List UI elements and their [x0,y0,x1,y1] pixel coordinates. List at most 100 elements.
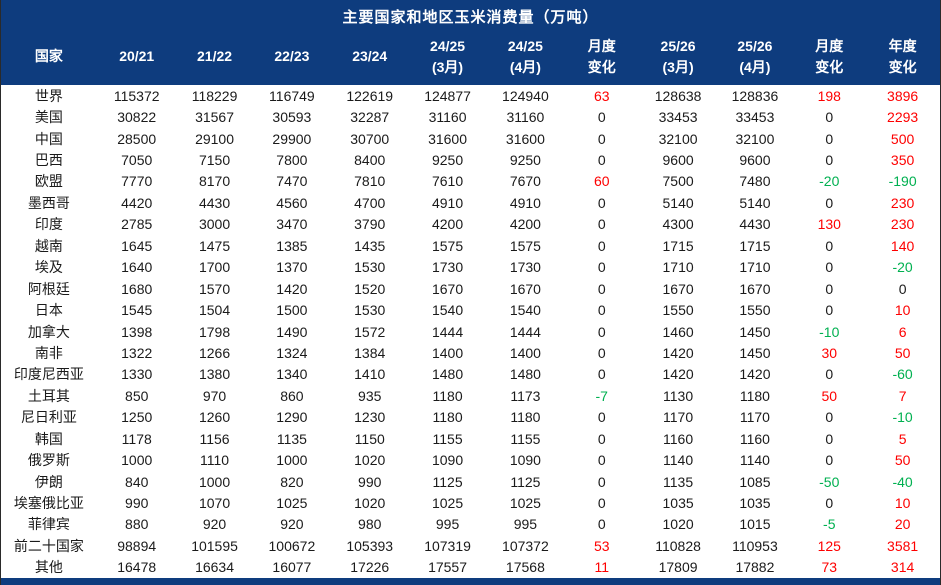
cell-value: 33453 [658,109,698,126]
cell-value: 0 [597,323,606,340]
cell-value: 130 [817,216,841,233]
cell-value: 16077 [272,559,312,576]
cell-value: 0 [597,237,606,254]
table-row: 菲律宾 880 920 920 980 995 995 0 1020 1015 -5 20 [1,514,940,535]
cell-value: 1444 [431,323,464,340]
cell-value: 860 [280,387,304,404]
cell-value: 1540 [431,302,464,319]
cell-value: 50 [821,387,838,404]
cell-value: 98894 [117,537,157,554]
cell-value: 1575 [431,237,464,254]
cell-value: 1670 [509,280,541,297]
table-row: 越南 1645 1475 1385 1435 1575 1575 0 1715 1715 0 140 [1,235,940,256]
cell-value: 1540 [509,302,541,319]
cell-value: 1035 [739,495,771,512]
cell-value: 990 [125,495,149,512]
cell-country: 日本 [34,302,63,319]
cell-value: 0 [825,366,834,383]
cell-value: 0 [597,344,606,361]
cell-value: 3790 [354,216,386,233]
cell-value: 0 [825,430,834,447]
cell-value: 1475 [198,237,231,254]
cell-value: 16478 [117,559,157,576]
cell-value: 17568 [505,559,545,576]
cell-value: 29900 [272,130,312,147]
table-row: 其他 16478 16634 16077 17226 17557 17568 11 17809 1… [1,557,940,578]
cell-value: 110828 [655,537,701,554]
cell-value: 1450 [739,344,771,361]
cell-value: 1550 [662,302,694,319]
cell-value: 31160 [506,109,545,126]
cell-country: 美国 [34,109,63,126]
cell-value: 1110 [200,452,230,469]
cell-value: 7670 [509,173,541,190]
cell-value: 1420 [662,344,694,361]
column-header-country: 国家 [34,48,63,65]
cell-value: 1322 [121,344,153,361]
cell-country: 世界 [34,87,63,104]
cell-value: 4910 [431,194,464,211]
cell-value: 30 [821,344,838,361]
cell-value: 1444 [509,323,541,340]
cell-value: 28500 [117,130,157,147]
column-header-4: 23/24 [352,48,388,65]
cell-value: 7050 [121,152,153,169]
cell-value: 500 [890,130,915,147]
cell-value: 1178 [121,430,152,447]
cell-value: 995 [513,516,538,533]
cell-value: 1125 [432,473,463,490]
cell-country: 加拿大 [27,323,70,340]
cell-value: 1135 [663,473,694,490]
cell-value: 1140 [663,452,694,469]
cell-value: 0 [825,194,834,211]
cell-value: 5140 [662,194,694,211]
cell-value: 6 [898,323,907,340]
table-row: 土耳其 850 970 860 935 1180 1173 -7 1130 1180 50 7 [1,385,940,406]
cell-value: 1020 [662,516,694,533]
cell-value: 50 [894,344,911,361]
cell-value: 118229 [191,87,238,104]
cell-value: 31600 [505,130,545,147]
cell-value: 1680 [121,280,153,297]
cell-country: 埃塞俄比亚 [13,495,84,512]
cell-value: 1025 [509,495,541,512]
cell-value: 0 [825,409,834,426]
cell-country: 尼日利亚 [20,409,77,426]
table-row: 印度尼西亚 1330 1380 1340 1410 1480 1480 0 1420 1420 0 -… [1,364,940,385]
cell-value: 1420 [276,280,308,297]
cell-value: 0 [597,430,606,447]
cell-value: 32100 [735,130,775,147]
cell-value: 10 [894,302,911,319]
cell-value: 60 [593,173,610,190]
cell-value: 17226 [350,559,390,576]
cell-value: 0 [597,216,606,233]
cell-country: 前二十国家 [13,537,84,554]
cell-value: 124940 [502,87,549,104]
cell-value: 122619 [346,87,394,104]
cell-value: 1266 [198,344,231,361]
cell-country: 菲律宾 [27,516,70,533]
cell-value: 0 [597,152,606,169]
cell-value: 1260 [198,409,231,426]
cell-value: 198 [817,87,841,104]
cell-value: 125 [817,537,841,554]
cell-value: 1156 [199,430,230,447]
cell-value: 1090 [431,452,464,469]
cell-value: -20 [892,259,913,276]
table-row: 加拿大 1398 1798 1490 1572 1444 1444 0 1460 1450 -10 6 [1,321,940,342]
cell-value: 990 [358,473,382,490]
cell-value: 1025 [431,495,464,512]
cell-value: 1572 [354,323,386,340]
cell-value: 820 [280,473,304,490]
cell-value: 11 [594,559,609,576]
cell-value: -190 [888,173,917,190]
cell-value: 1085 [739,473,771,490]
cell-value: 1160 [739,430,770,447]
cell-value: 1160 [663,430,694,447]
cell-value: 0 [597,409,606,426]
cell-value: 1330 [121,366,153,383]
column-header-8: 25/26 (3月) [660,38,696,75]
cell-value: 4700 [354,194,386,211]
column-header-5: 24/25 (3月) [430,38,466,75]
cell-value: 9600 [662,152,694,169]
